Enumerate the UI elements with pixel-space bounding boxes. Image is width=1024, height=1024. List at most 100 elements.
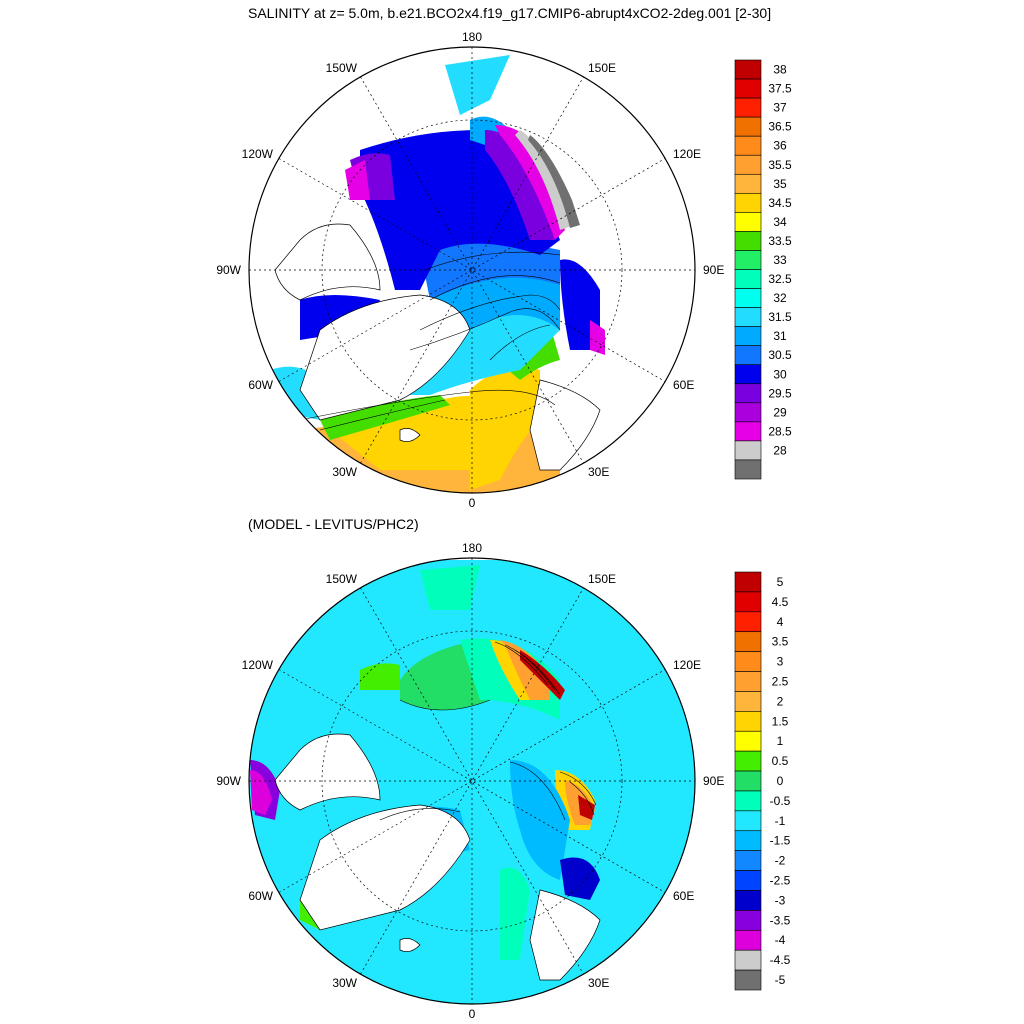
colorbar-swatch	[734, 850, 762, 871]
colorbar-swatch	[734, 135, 762, 156]
lon-label-150w: 150W	[326, 61, 358, 75]
colorbar-tick-label: 34.5	[768, 196, 792, 210]
panel2-title: (MODEL - LEVITUS/PHC2)	[248, 516, 419, 532]
lon-label-120w: 120W	[242, 658, 274, 672]
colorbar-tick-label: 28	[773, 443, 787, 457]
colorbar-swatch	[734, 116, 762, 137]
colorbar-swatch	[734, 78, 762, 99]
colorbar-swatch	[734, 173, 762, 194]
colorbar-tick-label: -2	[775, 854, 786, 868]
colorbar-swatch	[734, 691, 762, 712]
colorbar-swatch	[734, 459, 762, 480]
graticule2	[249, 558, 695, 1004]
lon-label-150e: 150E	[588, 572, 616, 586]
colorbar-tick-label: 3	[777, 655, 784, 669]
salinity-colorbar: 38 37.5 37 36.5 36 35.5 35 34.5 34 33.5 33 32.5 32 31…	[734, 59, 792, 480]
colorbar-tick-label: 5	[777, 575, 784, 589]
colorbar-tick-label: 4.5	[772, 595, 789, 609]
lon-label-60e: 60E	[673, 378, 694, 392]
colorbar-tick-label: 33	[773, 253, 787, 267]
colorbar-tick-label: -3.5	[770, 913, 791, 927]
colorbar-tick-label: -0.5	[770, 794, 791, 808]
colorbar-swatch	[734, 711, 762, 732]
colorbar-tick-label: 36	[773, 139, 787, 153]
salinity-contours	[299, 251, 561, 431]
colorbar-swatch	[734, 440, 762, 461]
colorbar-swatch	[734, 231, 762, 251]
colorbar-swatch	[734, 269, 762, 289]
colorbar-swatch	[734, 59, 762, 80]
colorbar-tick-label: 38	[773, 63, 787, 77]
colorbar-swatch	[734, 326, 762, 346]
lon-label-150e: 150E	[588, 61, 616, 75]
graticule1	[249, 47, 695, 493]
colorbar-swatch	[734, 307, 762, 327]
colorbar-swatch	[734, 154, 762, 175]
salinity-field	[270, 55, 605, 493]
colorbar-tick-label: -3	[775, 893, 786, 907]
colorbar-swatch	[734, 288, 762, 308]
colorbar-swatch	[734, 421, 762, 442]
colorbar-swatch	[734, 770, 762, 792]
colorbar-tick-label: 4	[777, 615, 784, 629]
colorbar-swatch	[734, 364, 762, 385]
colorbar-tick-label: 34	[773, 215, 787, 229]
colorbar-swatch	[734, 345, 762, 366]
lon-label-60w: 60W	[248, 378, 273, 392]
lon-label-0: 0	[469, 496, 476, 510]
colorbar-tick-label: 0.5	[772, 754, 789, 768]
colorbar-swatch	[734, 671, 762, 692]
colorbar-swatch	[734, 730, 762, 752]
colorbar-tick-label: 33.5	[768, 234, 792, 248]
difference-contours	[379, 641, 597, 821]
colorbar-tick-label: 30.5	[768, 348, 792, 362]
colorbar-tick-label: 32.5	[768, 272, 792, 286]
colorbar-swatch	[734, 969, 762, 991]
colorbar-tick-label: -4	[775, 933, 786, 947]
colorbar-tick-label: 30	[773, 367, 787, 381]
lon-label-30e: 30E	[588, 465, 609, 479]
colorbar-swatch	[734, 910, 762, 931]
lon-label-120w: 120W	[242, 147, 274, 161]
map1-border	[248, 46, 696, 494]
lon-label-90e: 90E	[703, 774, 724, 788]
colorbar-swatch	[734, 97, 762, 118]
colorbar-swatch	[734, 890, 762, 911]
lon-label-30e: 30E	[588, 976, 609, 990]
colorbar-swatch	[734, 790, 762, 812]
colorbar-tick-label: 29.5	[768, 386, 792, 400]
colorbar-tick-label: 1.5	[772, 714, 789, 728]
lon-label-90w: 90W	[216, 263, 241, 277]
colorbar-tick-label: 36.5	[768, 120, 792, 134]
map2-border	[248, 557, 696, 1005]
colorbar-swatch	[734, 830, 762, 851]
colorbar-tick-label: -1.5	[770, 834, 791, 848]
colorbar-tick-label: -1	[775, 814, 786, 828]
lon-label-60w: 60W	[248, 889, 273, 903]
colorbar-tick-label: -2.5	[770, 874, 791, 888]
colorbar-tick-label: 29	[773, 405, 787, 419]
colorbar-tick-label: 37	[773, 101, 787, 115]
panel1-title: SALINITY at z= 5.0m, b.e21.BCO2x4.f19_g1…	[248, 5, 772, 21]
colorbar-swatch	[734, 212, 762, 232]
colorbar-swatch	[734, 571, 762, 593]
lon-label-30w: 30W	[332, 465, 357, 479]
colorbar-swatch	[734, 870, 762, 891]
lon-label-90e: 90E	[703, 263, 724, 277]
colorbar-swatch	[734, 611, 762, 633]
colorbar-swatch	[734, 250, 762, 270]
colorbar-tick-label: 1	[777, 734, 784, 748]
lon-label-0: 0	[469, 1007, 476, 1021]
lon-label-60e: 60E	[673, 889, 694, 903]
colorbar-tick-label: -5	[775, 973, 786, 987]
lon-label-30w: 30W	[332, 976, 357, 990]
lon-label-90w: 90W	[216, 774, 241, 788]
colorbar-swatch	[734, 402, 762, 423]
colorbar-tick-label: 2	[777, 694, 784, 708]
salinity-map: 180 0 90W 90E 150W 120W 60W 30W 150E 120…	[216, 30, 724, 510]
colorbar-tick-label: 35	[773, 177, 787, 191]
lon-label-180: 180	[462, 541, 482, 555]
colorbar-tick-label: 28.5	[768, 424, 792, 438]
colorbar-tick-label: 31.5	[768, 310, 792, 324]
